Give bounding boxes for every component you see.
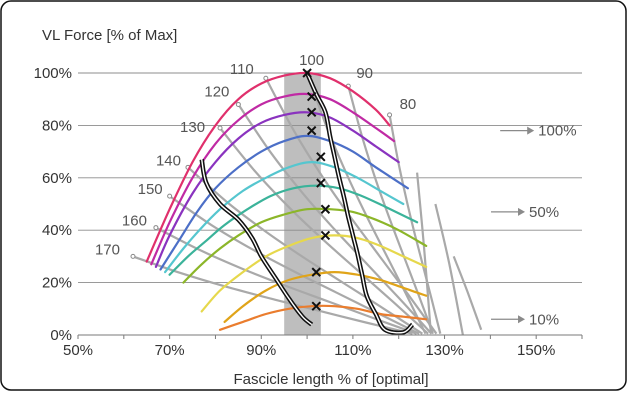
optimum-cross-marker [306, 107, 317, 118]
gray-iso-curve [237, 103, 433, 335]
y-axis-title: VL Force [% of Max] [42, 27, 177, 44]
y-tick-label: 40% [42, 222, 72, 239]
y-tick-label: 60% [42, 170, 72, 187]
gray-curve-label: 110 [230, 61, 254, 78]
gray-curve-marker [217, 125, 223, 131]
gray-iso-curve [434, 203, 464, 336]
gray-iso-curve [452, 256, 483, 331]
left-envelope-line-inner [201, 159, 313, 326]
gray-curve-marker [387, 112, 393, 118]
x-tick-label: 50% [63, 342, 93, 359]
force-length-curve [218, 304, 428, 331]
force-length-curve [164, 160, 405, 274]
x-axis-title: Fascicle length % of [optimal] [233, 371, 428, 388]
optimum-cross-marker [316, 178, 326, 188]
gray-curve-label: 150 [138, 181, 163, 198]
optimum-cross-marker [320, 230, 331, 241]
force-length-curve [223, 270, 428, 323]
force-length-curve [182, 207, 428, 284]
y-tick-label: 100% [34, 65, 72, 82]
gray-curve-label: 170 [95, 241, 120, 258]
y-tick-label: 20% [42, 275, 72, 292]
gray-iso-curve [219, 127, 429, 335]
x-tick-label: 90% [246, 342, 276, 359]
activation-label: 10% [529, 311, 559, 328]
optimum-cross-marker [306, 91, 317, 102]
force-length-curve [150, 92, 396, 266]
gray-curve-label: 140 [156, 152, 181, 169]
activation-label: 50% [529, 204, 559, 221]
optimum-cross-marker [302, 68, 312, 78]
crosses-layer [302, 68, 331, 311]
axes-layer: 0% 20% 40% 60% 80% 100% 50% 70% 90% 110% 130% 150% [34, 65, 583, 359]
activation-arrow-head [518, 315, 526, 324]
optimum-cross-marker [316, 152, 326, 162]
gray-curve-label: 100 [299, 52, 324, 69]
force-length-curve [145, 71, 391, 263]
gray-iso-curve [132, 255, 413, 335]
optimum-cross-marker [320, 204, 331, 214]
optimum-cross-marker [311, 301, 321, 311]
envelope-layer [199, 72, 415, 336]
gray-curve-marker [235, 101, 241, 107]
force-length-curve [154, 111, 400, 268]
gray-iso-curve [155, 226, 417, 335]
gray-curve-label: 80 [400, 96, 417, 113]
y-tick-label: 80% [42, 117, 72, 134]
y-tick-label: 0% [50, 327, 72, 344]
gray-iso-curve [264, 77, 438, 335]
activation-label: 100% [538, 123, 576, 140]
gray-curve-label: 130 [180, 119, 205, 136]
force-length-curve [200, 234, 428, 313]
optimum-cross-marker [311, 267, 321, 277]
gridlines-layer [78, 72, 582, 284]
x-tick-label: 110% [334, 342, 371, 359]
x-tick-label: 70% [155, 342, 185, 359]
optimum-cross-marker [306, 125, 317, 136]
force-length-curve [168, 184, 419, 276]
gray-curve-marker [130, 253, 136, 259]
activation-arrow-head [518, 207, 526, 216]
gray-curve-marker [153, 225, 159, 231]
colored-curves-layer [145, 71, 428, 331]
gray-curve-marker [167, 193, 173, 199]
x-tick-label: 150% [517, 342, 555, 359]
force-length-curve [159, 134, 409, 271]
gray-curve-label: 160 [122, 213, 147, 230]
x-tick-label: 130% [425, 342, 463, 359]
activation-arrow-head [527, 126, 535, 135]
right-envelope-line-inner [306, 72, 413, 334]
gray-curve-label: 90 [356, 65, 373, 82]
gray-curve-label: 120 [204, 83, 229, 100]
